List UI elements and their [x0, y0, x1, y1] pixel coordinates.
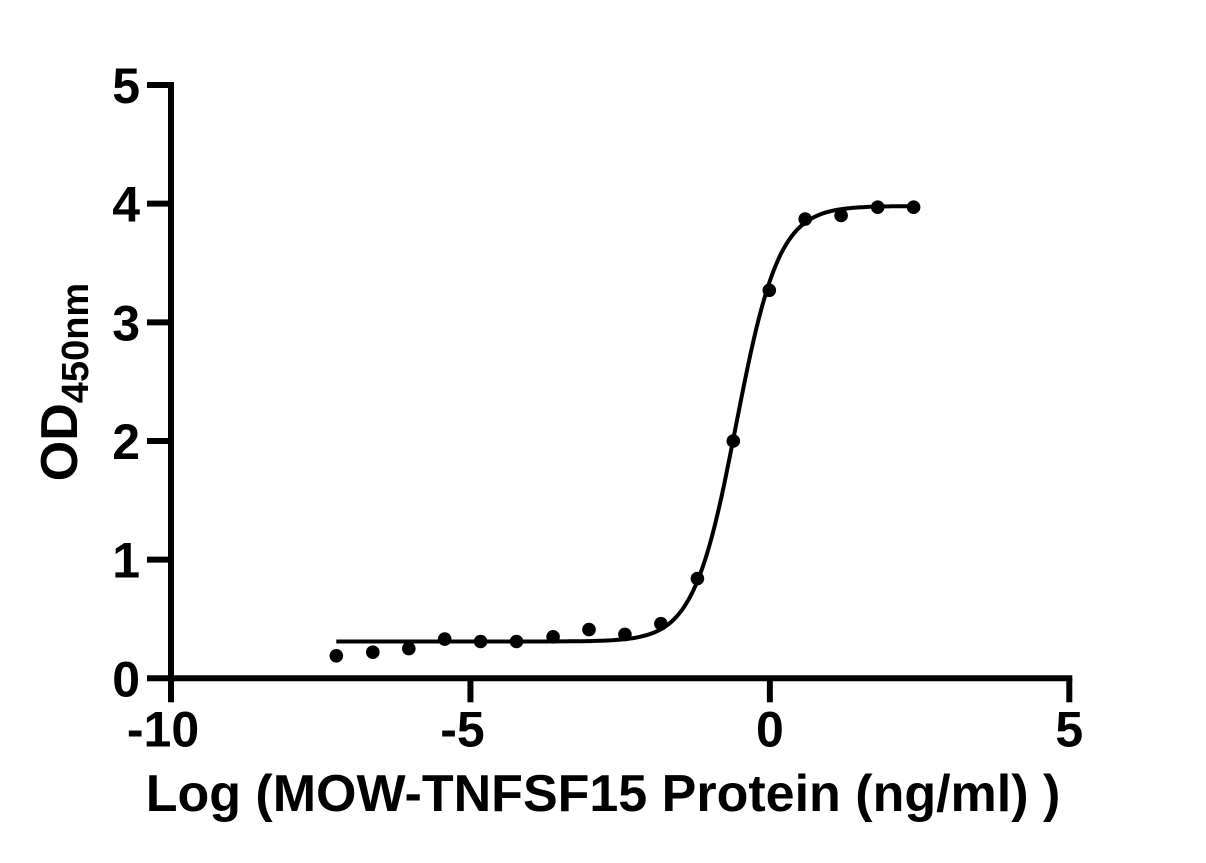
data-point [546, 630, 560, 644]
x-tick-label: 0 [756, 701, 784, 757]
y-axis-title-subscript: 450nm [55, 282, 97, 404]
data-point [834, 208, 848, 223]
data-point [726, 434, 741, 448]
x-tick-label: 5 [1055, 701, 1083, 757]
data-point [870, 200, 885, 214]
data-point [762, 283, 777, 298]
fit-curve [336, 204, 914, 644]
y-tick-label: 1 [112, 533, 140, 589]
y-tick-label: 3 [112, 295, 140, 351]
x-axis-title: Log (MOW-TNFSF15 Protein (ng/ml) ) [145, 765, 1061, 823]
x-tick-label: -10 [127, 701, 199, 757]
data-point [618, 627, 632, 642]
data-point [329, 649, 344, 663]
data-point [582, 622, 596, 637]
data-point [906, 200, 921, 214]
axes-frame [168, 82, 1073, 682]
data-point [366, 645, 380, 659]
y-axis-title-main: OD [31, 403, 89, 482]
x-tick-label: -5 [440, 701, 484, 757]
data-point [473, 634, 488, 649]
y-tick-label: 2 [112, 414, 140, 470]
y-tick-label: 0 [112, 651, 140, 707]
data-point [654, 616, 668, 631]
y-tick-label: 4 [112, 177, 140, 233]
y-axis-title: OD450nm [30, 283, 98, 481]
data-point [798, 212, 812, 226]
data-point [402, 641, 416, 656]
data-point [509, 634, 524, 649]
data-point [690, 571, 705, 586]
data-point [437, 632, 452, 646]
y-tick-label: 5 [112, 58, 140, 114]
